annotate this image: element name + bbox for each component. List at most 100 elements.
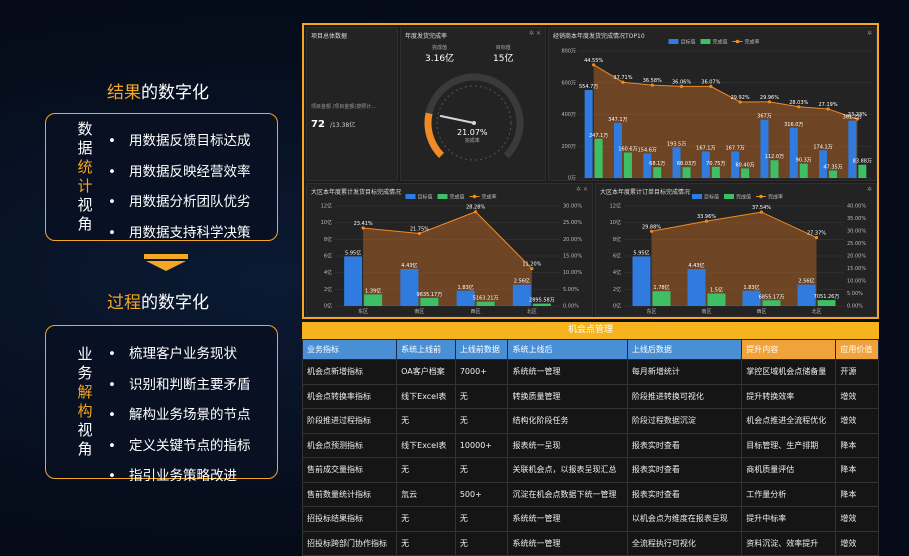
dealer-top10-chart: 目标值 完成值 完成率 0万 200万 400万 600万 800万 554.7万 247.1万 3… [561, 39, 872, 181]
table-header: 系统上线前 [396, 339, 456, 360]
bar-target-label: 4.43亿 [688, 262, 704, 269]
legend-swatch [437, 194, 448, 199]
panel-title: 大区本年度累计发货目标完成情况 [311, 189, 402, 196]
bar-done [817, 300, 836, 306]
settings-icon[interactable]: ✲ [866, 186, 872, 193]
table-cell: 关联机会点，以报表呈现汇总 [507, 457, 628, 483]
bar-target [760, 119, 769, 178]
bar-done [741, 168, 750, 178]
bar-done-label: 60.40万 [735, 162, 754, 168]
bar-done [707, 293, 726, 306]
panel-title: 年度发货完成率 [405, 33, 448, 40]
settings-close-icon[interactable]: ✲ ✕ [576, 186, 588, 193]
y-tick-label: 4亿 [613, 269, 621, 276]
project-count: 72 [311, 119, 325, 130]
y-tick-label: 400万 [561, 112, 576, 118]
data-stats-side-char: 角 [77, 215, 93, 233]
legend-swatch [405, 194, 416, 199]
list-item: 梳理客户业务现状 [108, 342, 250, 362]
business-side-char: 解 [77, 383, 93, 401]
rate-label: 33.96% [697, 214, 716, 220]
business-list: 梳理客户业务现状识别和判断主要矛盾解构业务场景的节点定义关键节点的指标指引业务策… [108, 342, 251, 495]
business-side-char: 业 [77, 345, 93, 363]
project-amount-label: 项目金额 /项目金额(按照计... [311, 104, 376, 110]
table-cell: 售前成交量指标 [301, 457, 398, 483]
settings-close-icon[interactable]: ✲ ✕ [529, 30, 541, 37]
y2-tick-label: 30.00% [847, 229, 866, 235]
bar-done [762, 300, 781, 306]
legend-swatch [735, 39, 740, 44]
table-cell: 结构化阶段任务 [507, 408, 628, 434]
table-cell: 7000+ [454, 359, 509, 385]
bar-target [731, 151, 740, 178]
table-cell: 每月新增统计 [626, 359, 743, 385]
table-cell: 开源 [835, 359, 879, 385]
settings-icon[interactable]: ✲ [866, 30, 872, 37]
annual-shipment-rate-panel: 年度发货完成率 ✲ ✕ 完成值 3.16亿 目标值 15亿 21.07% 完成率 [400, 27, 546, 181]
rate-label: 29.92% [731, 95, 750, 101]
bar-target [344, 256, 363, 306]
bar-target [400, 269, 419, 306]
legend-label: 完成率 [745, 39, 760, 46]
list-item: 识别和判断主要矛盾 [108, 373, 251, 393]
bar-target [613, 122, 622, 178]
y2-tick-label: 25.00% [563, 220, 582, 226]
table-row: 机会点预测指标 线下Excel表 10000+ 报表统一呈现 报表实时查看 目标管理、生产… [301, 432, 879, 458]
table-row: 机会点转换率指标 线下Excel表无转换质量管理 阶段推进转换可视化 提升转换效率 增效 [301, 383, 879, 409]
bar-done-label: 1.5亿 [710, 287, 723, 294]
result-heading: 结果的数字化 [107, 83, 209, 103]
bar-done [594, 138, 603, 178]
y-tick-label: 6亿 [324, 253, 332, 260]
x-tick-label: 东区 [358, 308, 368, 315]
dashboard: 项目总体数据 项目金额 /项目金额(按照计... 72 /13.38亿 年度发货… [302, 23, 879, 319]
bar-done-label: 70.75万 [706, 161, 725, 167]
table-header: 应用价值 [835, 339, 879, 360]
table-header: 系统上线后 [507, 339, 628, 360]
table-cell: 机会点推进全流程优化 [741, 408, 837, 434]
bar-target-label: 167.7万 [725, 145, 744, 151]
bar-done-label: 247.1万 [589, 133, 608, 139]
y-tick-label: 6亿 [613, 253, 621, 260]
project-overview-panel: 项目总体数据 项目金额 /项目金额(按照计... 72 /13.38亿 [306, 27, 398, 181]
legend-label: 完成值 [713, 39, 728, 46]
panel-title: 大区本年度累计订单目标完成情况 [600, 189, 691, 196]
y-tick-label: 0亿 [613, 303, 621, 310]
rate-point [826, 107, 830, 111]
table-cell: 资料沉淀、效率提升 [741, 530, 837, 556]
table-cell: 掌控区域机会点储备量 [741, 359, 837, 385]
list-item: 用数据支持科学决策 [108, 221, 251, 241]
panel-title: 项目总体数据 [311, 33, 348, 40]
y2-tick-label: 25.00% [847, 241, 866, 247]
bar-target [643, 153, 652, 178]
bar-target [701, 151, 710, 178]
table-row: 机会点新增指标 OA客户档案 7000+ 系统统一管理 每月新增统计 掌控区域机会点储备量… [301, 359, 879, 385]
y-tick-label: 10亿 [610, 219, 621, 226]
region-order-panel: 大区本年度累计订单目标完成情况 ✲ 目标值 完成值 完成率 0亿 2亿 4亿 6亿 8亿 10亿… [595, 183, 877, 317]
y2-tick-label: 15.00% [847, 266, 866, 272]
x-tick-label: 西区 [756, 309, 766, 315]
list-item: 用数据反馈目标达成 [108, 129, 251, 149]
table-cell: 工作量分析 [741, 481, 837, 507]
y2-tick-label: 0.00% [847, 304, 863, 310]
table-cell: 报表实时查看 [626, 457, 743, 483]
legend-swatch [692, 194, 702, 199]
legend-label: 完成值 [450, 194, 465, 201]
rate-point [417, 231, 421, 236]
rate-value: 21.07% [457, 128, 488, 137]
table-cell: 无 [396, 457, 456, 483]
x-tick-label: 北区 [811, 308, 821, 315]
rate-point [621, 80, 625, 84]
bar-target-label: 367万 [757, 114, 772, 120]
y-tick-label: 8亿 [324, 236, 332, 243]
rate-label: 27.37% [807, 231, 826, 237]
rate-label: 27.19% [819, 102, 838, 108]
table-title: 机会点管理 [302, 322, 879, 339]
bar-target [512, 284, 531, 306]
bar-done [623, 152, 632, 178]
bar-done [858, 164, 867, 178]
done-value: 3.16亿 [425, 54, 455, 64]
bar-done-label: 6855.17万 [759, 294, 785, 300]
rate-label: 36.58% [643, 78, 662, 84]
down-arrow-icon [144, 254, 188, 271]
